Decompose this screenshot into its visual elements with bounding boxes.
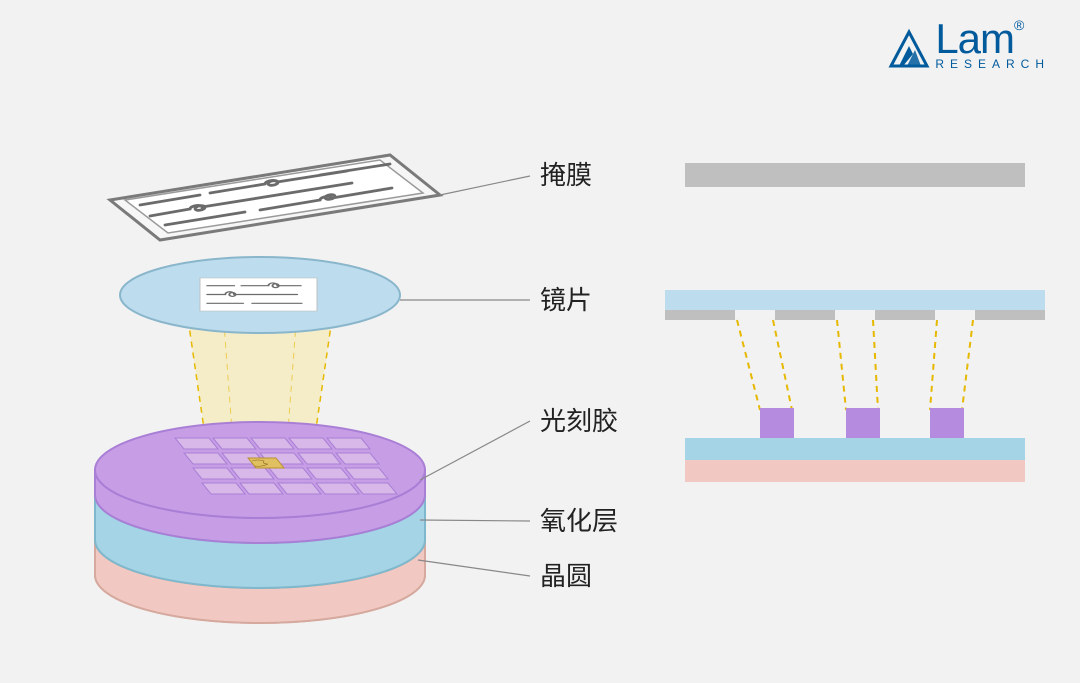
cs-mask [685,163,1025,187]
mask-3d [110,155,440,240]
cs-oxide [685,438,1025,460]
cs-resist [760,408,964,438]
label-resist: 光刻胶 [540,406,618,436]
cross-section [665,163,1045,482]
lens-3d [120,257,400,333]
cs-lens [665,290,1045,310]
label-oxide: 氧化层 [540,506,618,536]
label-wafer: 晶圆 [540,561,592,591]
cs-grating [665,310,1045,320]
labels: 掩膜 镜片 光刻胶 氧化层 晶圆 [540,160,618,591]
cs-wafer [685,460,1025,482]
cs-beams [737,320,973,410]
label-lens: 镜片 [540,285,592,315]
lithography-diagram: 掩膜 镜片 光刻胶 氧化层 晶圆 [0,0,1080,683]
label-mask: 掩膜 [540,160,592,190]
